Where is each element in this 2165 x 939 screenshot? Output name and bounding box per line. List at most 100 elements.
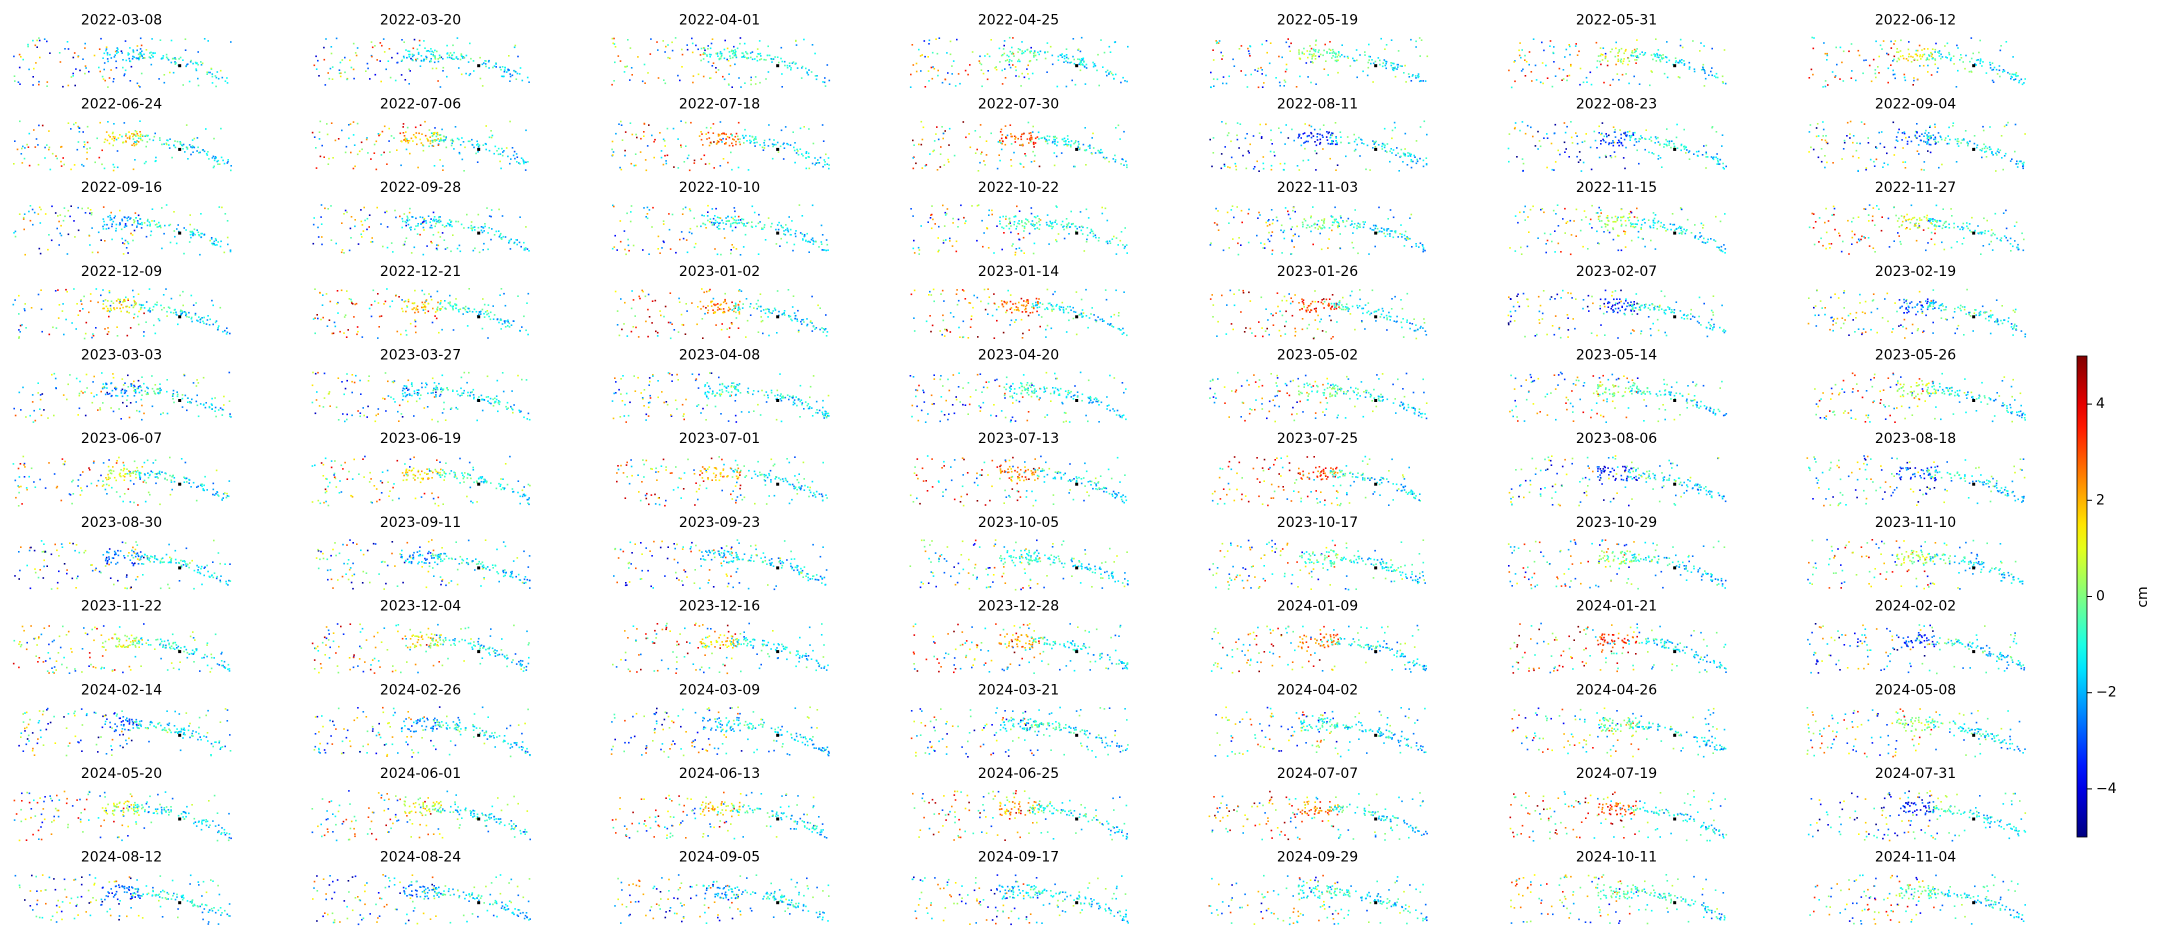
pixel bbox=[127, 299, 129, 301]
pixel bbox=[124, 40, 127, 42]
pixel bbox=[1668, 140, 1671, 143]
pixel bbox=[1624, 233, 1626, 235]
pixel bbox=[1946, 42, 1949, 45]
pixel bbox=[1929, 135, 1931, 137]
pixel bbox=[477, 151, 479, 153]
pixel bbox=[88, 70, 90, 73]
pixel bbox=[1644, 222, 1646, 224]
pixel bbox=[968, 133, 970, 135]
pixel bbox=[1955, 86, 1958, 88]
pixel bbox=[103, 62, 106, 64]
pixel bbox=[1400, 148, 1403, 151]
pixel bbox=[1018, 247, 1021, 249]
pixel bbox=[167, 139, 169, 142]
pixel bbox=[1934, 123, 1936, 126]
pixel bbox=[1383, 229, 1386, 231]
pixel bbox=[1628, 130, 1631, 133]
pixel bbox=[1925, 59, 1928, 61]
pixel bbox=[1105, 156, 1108, 159]
pixel bbox=[1919, 219, 1921, 221]
pixel bbox=[58, 220, 60, 223]
pixel bbox=[1852, 217, 1855, 219]
pixel bbox=[762, 228, 764, 230]
pixel bbox=[1304, 123, 1306, 125]
pixel bbox=[951, 245, 954, 247]
pixel bbox=[356, 47, 359, 49]
pixel bbox=[154, 132, 156, 135]
pixel bbox=[1390, 64, 1393, 67]
pixel bbox=[1705, 152, 1708, 155]
pixel bbox=[185, 229, 187, 231]
pixel bbox=[84, 42, 86, 45]
pixel bbox=[1270, 129, 1272, 132]
pixel bbox=[803, 126, 805, 128]
pixel bbox=[1579, 67, 1582, 70]
pixel bbox=[1915, 222, 1917, 225]
pixel bbox=[1679, 59, 1681, 62]
pixel bbox=[1938, 166, 1940, 169]
pixel bbox=[1874, 251, 1876, 253]
pixel bbox=[1585, 76, 1588, 79]
pixel bbox=[482, 144, 485, 146]
pixel bbox=[1821, 139, 1823, 141]
pixel bbox=[419, 124, 422, 126]
pixel bbox=[194, 233, 196, 236]
pixel bbox=[1406, 164, 1409, 166]
pixel bbox=[1967, 227, 1969, 230]
pixel bbox=[1724, 213, 1726, 215]
pixel bbox=[1678, 232, 1681, 235]
pixel bbox=[653, 156, 655, 159]
pixel bbox=[38, 80, 40, 83]
pixel bbox=[427, 140, 429, 142]
pixel bbox=[1980, 253, 1982, 255]
pixel bbox=[174, 57, 176, 59]
pixel bbox=[2018, 81, 2020, 84]
pixel bbox=[1833, 213, 1835, 216]
pixel bbox=[451, 142, 453, 145]
pixel bbox=[206, 154, 209, 156]
pixel bbox=[1926, 214, 1928, 217]
pixel bbox=[1281, 252, 1283, 254]
pixel bbox=[446, 75, 448, 78]
pixel bbox=[702, 144, 704, 146]
pixel bbox=[1808, 131, 1811, 133]
pixel bbox=[437, 244, 440, 247]
pixel bbox=[1642, 54, 1645, 56]
pixel bbox=[491, 228, 493, 230]
pixel bbox=[1929, 126, 1931, 128]
pixel bbox=[1630, 239, 1633, 242]
pixel bbox=[65, 288, 67, 291]
pixel bbox=[1526, 124, 1529, 127]
pixel bbox=[1011, 46, 1013, 49]
pixel bbox=[641, 80, 644, 83]
pixel bbox=[1383, 127, 1386, 130]
pixel bbox=[1032, 252, 1035, 255]
pixel bbox=[1968, 70, 1971, 73]
pixel bbox=[1364, 221, 1366, 223]
pixel bbox=[1052, 225, 1054, 228]
pixel bbox=[1209, 138, 1211, 141]
pixel bbox=[436, 133, 439, 136]
pixel bbox=[1420, 80, 1422, 82]
pixel bbox=[1600, 140, 1602, 142]
pixel bbox=[1331, 224, 1334, 226]
pixel bbox=[414, 228, 416, 231]
pixel bbox=[470, 221, 473, 223]
pixel bbox=[1659, 60, 1662, 63]
pixel bbox=[497, 153, 500, 156]
pixel bbox=[386, 226, 389, 228]
pixel bbox=[171, 156, 173, 159]
pixel bbox=[1896, 48, 1898, 50]
pixel bbox=[2003, 70, 2006, 72]
pixel bbox=[507, 155, 509, 158]
pixel bbox=[1672, 223, 1674, 226]
pixel bbox=[702, 53, 704, 56]
pixel bbox=[1423, 120, 1426, 123]
pixel bbox=[1230, 140, 1232, 143]
pixel bbox=[722, 132, 724, 135]
pixel bbox=[1305, 227, 1308, 229]
pixel bbox=[113, 217, 116, 219]
pixel bbox=[980, 153, 982, 155]
pixel bbox=[1340, 217, 1342, 219]
pixel bbox=[196, 62, 198, 64]
